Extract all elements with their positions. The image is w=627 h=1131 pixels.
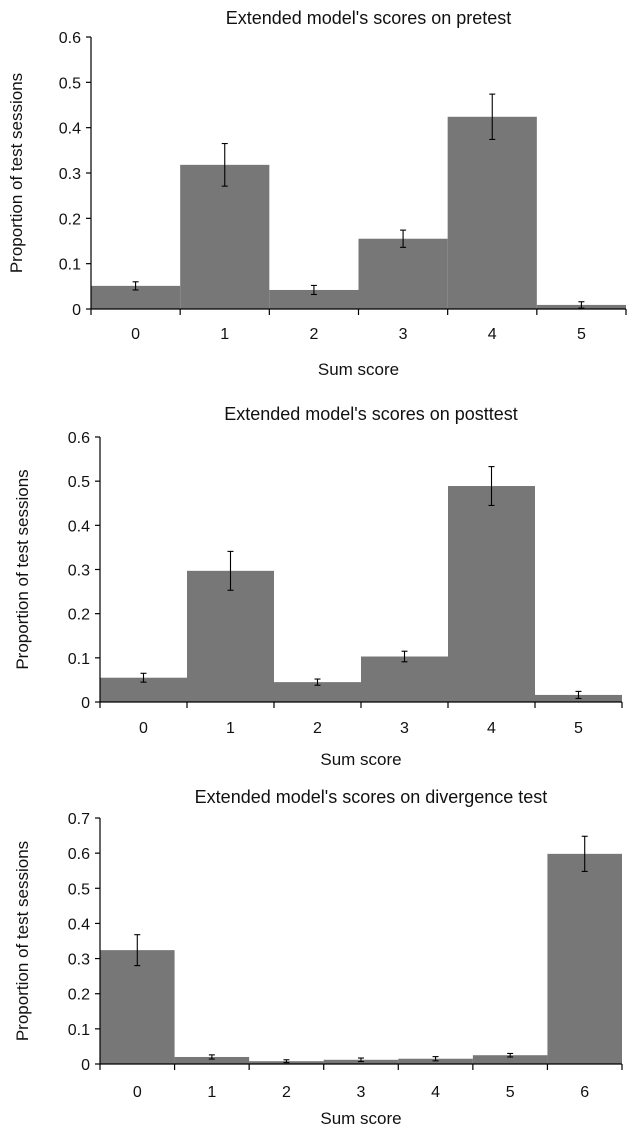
bar-4 xyxy=(447,116,537,309)
y-tick-label: 0.6 xyxy=(68,846,90,863)
x-axis-label: Sum score xyxy=(320,1109,401,1128)
error-bar-2 xyxy=(283,1059,290,1064)
y-tick-label: 0 xyxy=(81,1057,90,1074)
chart-title: Extended model's scores on pretest xyxy=(226,8,512,28)
error-bar-3 xyxy=(400,229,407,248)
x-tick-label: 3 xyxy=(357,1084,366,1101)
x-tick-label: 2 xyxy=(313,720,322,737)
y-tick-label: 0.4 xyxy=(68,916,90,933)
error-bar-2 xyxy=(310,284,317,296)
bar-2 xyxy=(269,289,359,309)
x-tick-label: 0 xyxy=(133,1084,142,1101)
error-bar-2 xyxy=(314,678,321,686)
bar-3 xyxy=(358,238,448,309)
error-bar-4 xyxy=(489,93,496,141)
x-tick-label: 1 xyxy=(220,326,229,343)
y-axis-label: Proportion of test sessions xyxy=(7,73,26,273)
error-bar-5 xyxy=(507,1052,514,1058)
x-tick-label: 5 xyxy=(577,326,586,343)
bar-4 xyxy=(448,486,535,702)
bar-3 xyxy=(361,656,448,702)
error-bar-4 xyxy=(432,1056,439,1062)
x-tick-label: 2 xyxy=(309,326,318,343)
x-tick-label: 3 xyxy=(400,720,409,737)
y-tick-label: 0.2 xyxy=(68,607,90,624)
y-axis-label: Proportion of test sessions xyxy=(13,469,32,669)
x-tick-label: 4 xyxy=(431,1084,440,1101)
y-tick-label: 0.3 xyxy=(59,166,81,183)
y-tick-label: 0 xyxy=(72,302,81,319)
y-tick-label: 0.1 xyxy=(68,1022,90,1039)
bar-0 xyxy=(100,950,175,1064)
chart-1: Extended model's scores on pretest 0 0.1 0.… xyxy=(7,8,627,379)
y-tick-label: 0.2 xyxy=(68,987,90,1004)
chart-title: Extended model's scores on posttest xyxy=(224,404,518,424)
x-tick-label: 0 xyxy=(131,326,140,343)
x-axis-label: Sum score xyxy=(320,750,401,769)
y-tick-label: 0.6 xyxy=(59,30,81,47)
x-tick-label: 5 xyxy=(506,1084,515,1101)
error-bar-0 xyxy=(140,672,147,683)
y-tick-label: 0.2 xyxy=(59,211,81,228)
y-tick-label: 0 xyxy=(81,695,90,712)
bar-1 xyxy=(180,164,270,309)
y-tick-label: 0.5 xyxy=(68,474,90,491)
y-tick-label: 0.4 xyxy=(68,518,90,535)
error-bar-3 xyxy=(401,650,408,663)
y-tick-label: 0.5 xyxy=(59,75,81,92)
y-tick-label: 0.4 xyxy=(59,121,81,138)
x-tick-label: 4 xyxy=(488,326,497,343)
error-bar-6 xyxy=(581,835,588,872)
error-bar-5 xyxy=(575,690,582,700)
bar-1 xyxy=(187,570,274,702)
x-axis-label: Sum score xyxy=(318,360,399,379)
error-bar-0 xyxy=(134,934,141,967)
x-tick-label: 2 xyxy=(282,1084,291,1101)
error-bar-3 xyxy=(358,1057,364,1063)
error-bar-0 xyxy=(132,281,139,291)
chart-title: Extended model's scores on divergence te… xyxy=(195,787,548,807)
bar-5 xyxy=(472,1055,548,1064)
y-axis-label: Proportion of test sessions xyxy=(13,841,32,1041)
error-bar-1 xyxy=(208,1054,215,1060)
x-tick-label: 5 xyxy=(574,720,583,737)
bar-2 xyxy=(274,682,361,702)
y-tick-label: 0.7 xyxy=(68,811,90,828)
error-bar-5 xyxy=(578,301,585,309)
y-tick-label: 0.1 xyxy=(68,651,90,668)
error-bar-1 xyxy=(227,550,234,591)
error-bar-4 xyxy=(488,466,495,507)
y-tick-label: 0.3 xyxy=(68,563,90,580)
x-tick-label: 1 xyxy=(226,720,235,737)
y-tick-label: 0.6 xyxy=(68,430,90,447)
x-tick-label: 6 xyxy=(580,1084,589,1101)
chart-2: Extended model's scores on posttest 0 0.1 0… xyxy=(13,404,623,769)
chart-3: Extended model's scores on divergence te… xyxy=(13,787,623,1128)
bar-6 xyxy=(547,853,622,1064)
x-tick-label: 0 xyxy=(139,720,148,737)
x-tick-label: 1 xyxy=(207,1084,216,1101)
bar-0 xyxy=(91,285,181,309)
y-tick-label: 0.1 xyxy=(59,257,81,274)
x-tick-label: 4 xyxy=(487,720,496,737)
bar-1 xyxy=(174,1056,250,1064)
y-tick-label: 0.3 xyxy=(68,952,90,969)
x-tick-label: 3 xyxy=(399,326,408,343)
error-bar-1 xyxy=(221,142,228,187)
y-tick-label: 0.5 xyxy=(68,881,90,898)
